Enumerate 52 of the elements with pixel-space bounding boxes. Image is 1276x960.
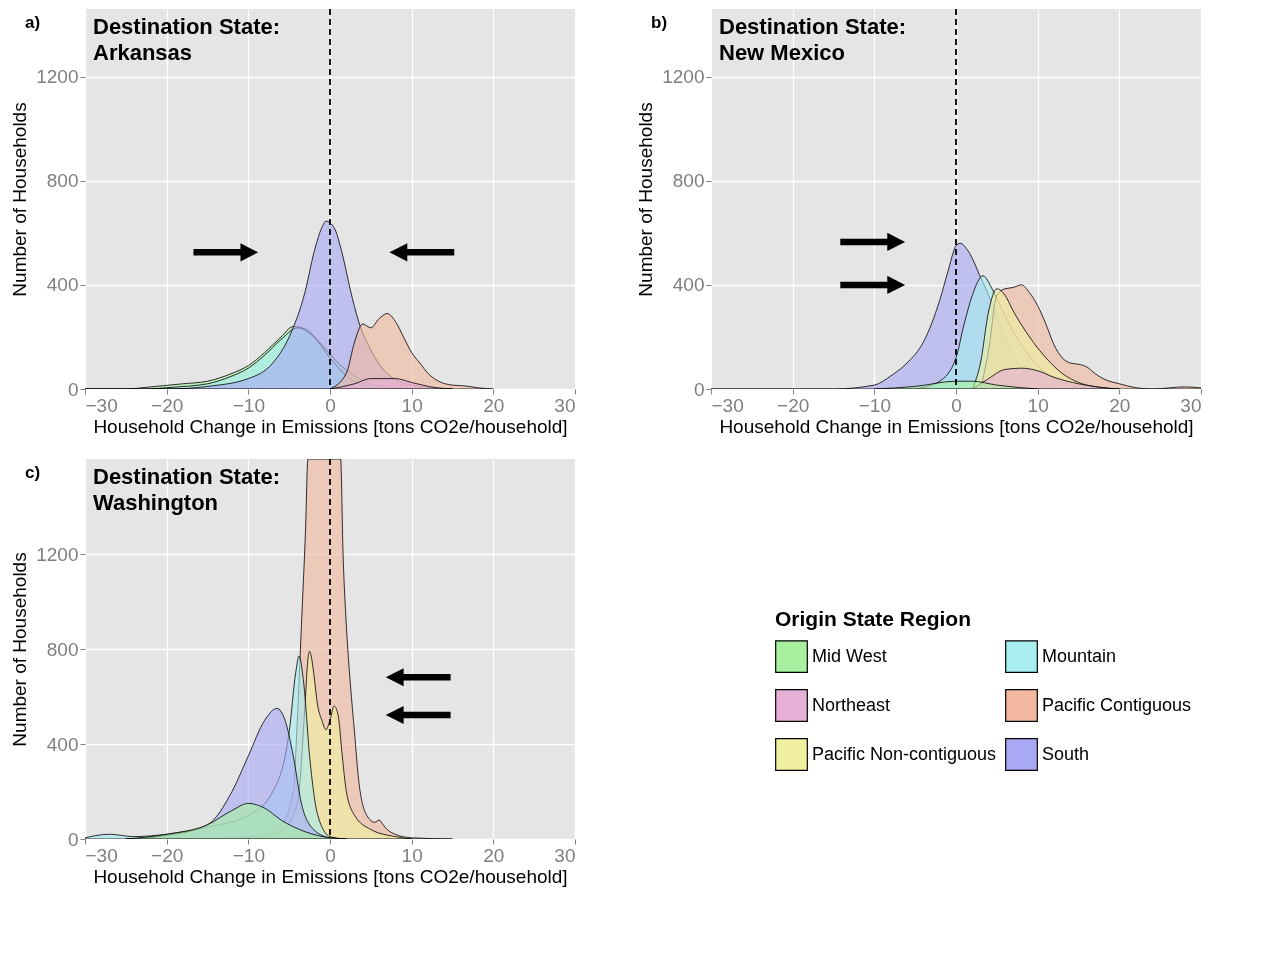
x-tick-label: 20 — [1109, 394, 1131, 416]
x-tick-label: 10 — [1027, 394, 1049, 416]
y-axis-title: Number of Households — [9, 552, 31, 747]
legend-label: South — [1042, 743, 1090, 764]
y-tick-label: 0 — [67, 378, 79, 400]
x-tick-label: 10 — [401, 844, 423, 866]
y-tick-label: 800 — [46, 638, 79, 660]
legend-label: Pacific Non-contiguous — [812, 743, 997, 764]
text: Destination State: Arkansas — [93, 14, 281, 65]
x-tick-label: −10 — [232, 394, 265, 416]
y-tick-label: 1200 — [662, 66, 705, 88]
x-tick-label: −30 — [711, 394, 744, 416]
x-tick-label: −30 — [85, 844, 118, 866]
x-tick-label: 30 — [1180, 394, 1202, 416]
x-tick-label: −10 — [232, 844, 265, 866]
y-tick-label: 400 — [672, 274, 705, 296]
x-tick-label: −10 — [858, 394, 891, 416]
legend-label: Mountain — [1042, 645, 1117, 666]
text: c) — [25, 463, 41, 482]
y-axis-title: Number of Households — [9, 102, 31, 297]
x-tick-label: 0 — [325, 394, 336, 416]
x-tick-label: 20 — [483, 394, 505, 416]
y-tick-label: 1200 — [36, 66, 79, 88]
x-tick-label: 0 — [951, 394, 962, 416]
x-tick-label: −30 — [85, 394, 118, 416]
text: Destination State: New Mexico — [719, 14, 907, 65]
x-tick-label: −20 — [777, 394, 810, 416]
y-tick-label: 800 — [672, 170, 705, 192]
y-tick-label: 1200 — [36, 543, 79, 565]
text: Destination State: Washington — [93, 464, 281, 515]
y-tick-label: 0 — [67, 828, 79, 850]
x-tick-label: 20 — [483, 844, 505, 866]
legend-label: Northeast — [812, 694, 891, 715]
legend-label: Pacific Contiguous — [1042, 694, 1192, 715]
legend-title: Origin State Region — [775, 607, 972, 630]
x-tick-label: −20 — [151, 844, 184, 866]
x-tick-label: 30 — [554, 394, 576, 416]
x-axis-title: Household Change in Emissions [tons CO2e/household] — [93, 865, 568, 887]
text: b) — [651, 13, 668, 32]
y-axis-title: Number of Households — [635, 102, 657, 297]
text: a) — [25, 13, 41, 32]
x-tick-label: −20 — [151, 394, 184, 416]
y-tick-label: 400 — [46, 274, 79, 296]
y-tick-label: 400 — [46, 733, 79, 755]
x-tick-label: 10 — [401, 394, 423, 416]
legend-label: Mid West — [812, 645, 887, 666]
x-tick-label: 0 — [325, 844, 336, 866]
x-axis-title: Household Change in Emissions [tons CO2e/household] — [93, 415, 568, 437]
x-tick-label: 30 — [554, 844, 576, 866]
y-tick-label: 0 — [693, 378, 705, 400]
y-tick-label: 800 — [46, 170, 79, 192]
x-axis-title: Household Change in Emissions [tons CO2e/household] — [719, 415, 1194, 437]
